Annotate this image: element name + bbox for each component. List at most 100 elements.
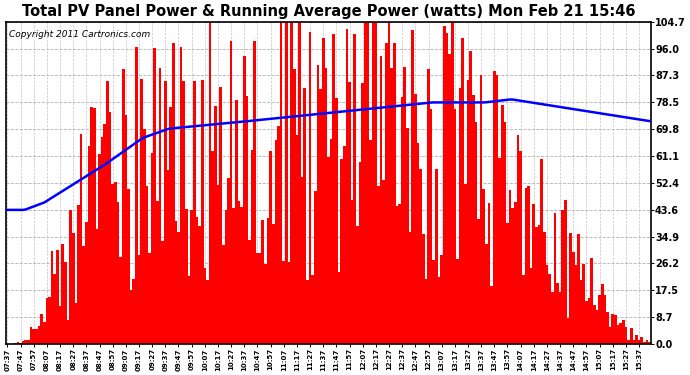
Bar bbox=[279, 22, 282, 344]
Bar bbox=[562, 210, 564, 344]
Bar bbox=[285, 22, 288, 344]
Bar bbox=[314, 191, 317, 344]
Bar bbox=[480, 75, 482, 344]
Bar bbox=[204, 267, 206, 344]
Bar bbox=[219, 87, 222, 344]
Bar bbox=[451, 22, 453, 344]
Bar bbox=[146, 186, 148, 344]
Bar bbox=[504, 122, 506, 344]
Bar bbox=[614, 315, 617, 344]
Bar bbox=[556, 283, 559, 344]
Bar bbox=[22, 341, 25, 344]
Bar bbox=[132, 279, 135, 344]
Bar bbox=[277, 126, 280, 344]
Bar bbox=[620, 323, 622, 344]
Bar bbox=[269, 151, 272, 344]
Bar bbox=[453, 108, 456, 344]
Bar bbox=[272, 224, 275, 344]
Bar bbox=[104, 124, 106, 344]
Bar bbox=[564, 200, 566, 344]
Bar bbox=[298, 22, 301, 344]
Bar bbox=[635, 335, 638, 344]
Bar bbox=[30, 327, 32, 344]
Bar bbox=[222, 245, 224, 344]
Bar bbox=[172, 43, 175, 344]
Bar bbox=[233, 208, 235, 344]
Bar bbox=[511, 208, 514, 344]
Bar bbox=[509, 190, 511, 344]
Bar bbox=[266, 218, 269, 344]
Bar bbox=[437, 278, 440, 344]
Bar bbox=[335, 98, 337, 344]
Bar bbox=[606, 312, 609, 344]
Bar bbox=[377, 186, 380, 344]
Bar bbox=[482, 189, 485, 344]
Bar bbox=[477, 219, 480, 344]
Bar bbox=[182, 81, 185, 344]
Bar bbox=[466, 80, 469, 344]
Bar bbox=[46, 298, 48, 344]
Bar bbox=[53, 274, 56, 344]
Bar bbox=[98, 153, 101, 344]
Bar bbox=[522, 275, 524, 344]
Bar bbox=[237, 201, 240, 344]
Bar bbox=[317, 65, 319, 344]
Bar bbox=[633, 340, 635, 344]
Bar bbox=[578, 234, 580, 344]
Bar bbox=[514, 202, 517, 344]
Bar bbox=[32, 329, 35, 344]
Bar bbox=[472, 95, 475, 344]
Bar bbox=[582, 264, 585, 344]
Bar bbox=[506, 223, 509, 344]
Bar bbox=[417, 143, 420, 344]
Bar bbox=[638, 340, 640, 344]
Bar bbox=[382, 180, 385, 344]
Bar bbox=[591, 258, 593, 344]
Text: Copyright 2011 Cartronics.com: Copyright 2011 Cartronics.com bbox=[9, 30, 150, 39]
Bar bbox=[77, 205, 80, 344]
Bar bbox=[85, 222, 88, 344]
Bar bbox=[440, 255, 443, 344]
Bar bbox=[422, 234, 424, 344]
Bar bbox=[393, 44, 395, 344]
Bar bbox=[340, 159, 343, 344]
Bar bbox=[585, 301, 588, 344]
Bar bbox=[493, 71, 495, 344]
Bar bbox=[198, 226, 201, 344]
Bar bbox=[295, 135, 298, 344]
Bar bbox=[64, 262, 67, 344]
Bar bbox=[251, 150, 253, 344]
Bar bbox=[322, 38, 324, 344]
Bar bbox=[414, 94, 417, 344]
Bar bbox=[524, 188, 527, 344]
Bar bbox=[624, 327, 627, 344]
Bar bbox=[180, 47, 182, 344]
Bar bbox=[343, 147, 346, 344]
Bar bbox=[114, 182, 117, 344]
Bar bbox=[404, 67, 406, 344]
Bar bbox=[353, 34, 356, 344]
Bar bbox=[598, 294, 601, 344]
Bar bbox=[446, 33, 448, 344]
Bar bbox=[217, 185, 219, 344]
Bar bbox=[293, 69, 295, 344]
Bar bbox=[235, 100, 238, 344]
Bar bbox=[588, 298, 591, 344]
Bar bbox=[435, 169, 437, 344]
Bar bbox=[124, 115, 127, 344]
Bar bbox=[306, 279, 309, 344]
Bar bbox=[501, 105, 504, 344]
Bar bbox=[420, 169, 422, 344]
Bar bbox=[430, 109, 433, 344]
Bar bbox=[109, 112, 111, 344]
Bar bbox=[549, 274, 551, 344]
Bar bbox=[308, 33, 311, 344]
Bar bbox=[301, 177, 304, 344]
Bar bbox=[559, 292, 562, 344]
Bar bbox=[485, 244, 488, 344]
Bar bbox=[595, 310, 598, 344]
Bar bbox=[538, 225, 540, 344]
Bar bbox=[151, 153, 153, 344]
Bar bbox=[190, 210, 193, 344]
Bar bbox=[401, 98, 404, 344]
